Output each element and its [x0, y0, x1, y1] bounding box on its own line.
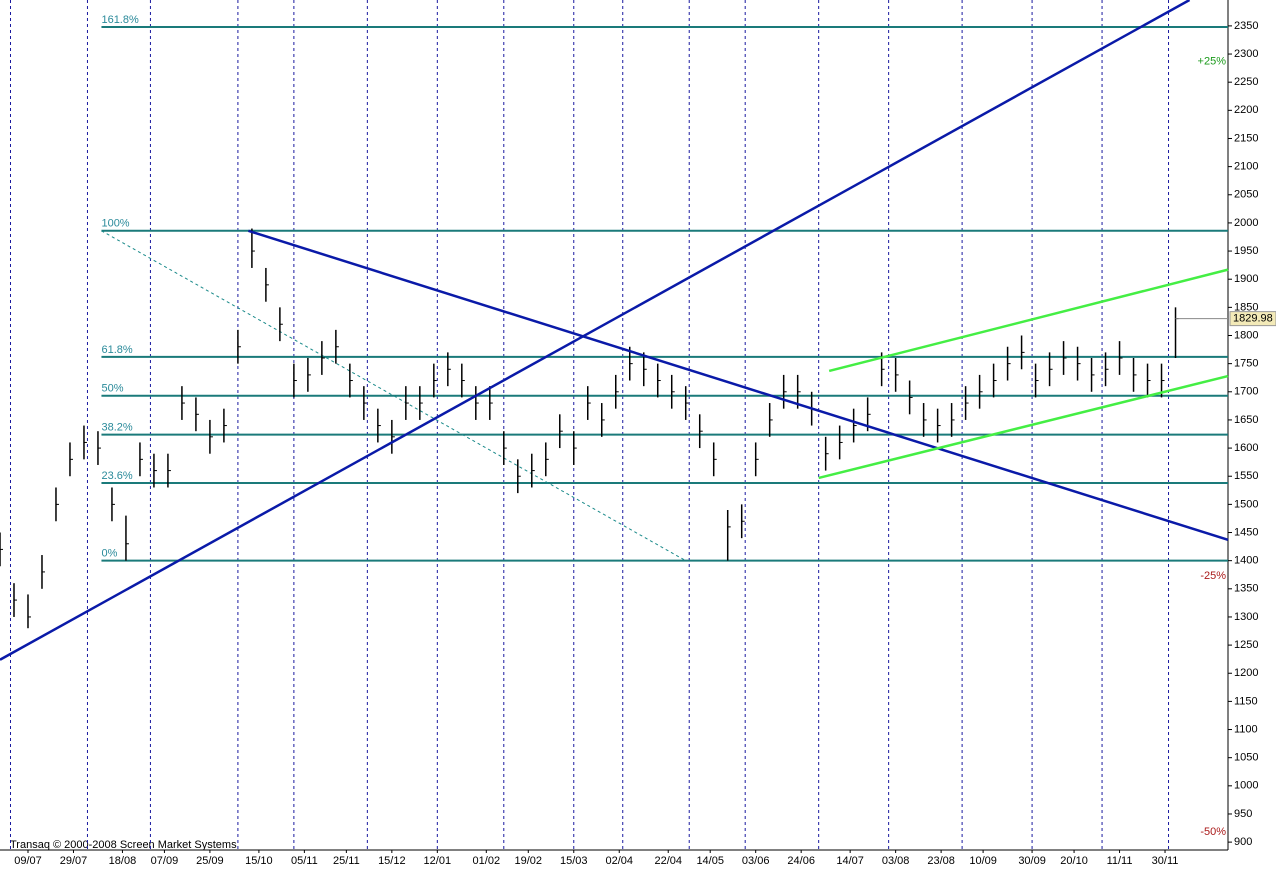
percent-marker: -25% [1200, 570, 1226, 582]
y-tick-label: 1550 [1234, 470, 1258, 482]
y-tick-label: 1200 [1234, 667, 1258, 679]
trendline [248, 229, 1229, 542]
y-tick-label: 2300 [1234, 48, 1258, 60]
x-tick-label: 07/09 [151, 855, 179, 867]
y-tick-label: 1250 [1234, 639, 1258, 651]
x-tick-label: 03/08 [882, 855, 910, 867]
y-tick-label: 1100 [1234, 723, 1258, 735]
x-tick-label: 10/09 [969, 855, 997, 867]
x-tick-label: 30/09 [1018, 855, 1046, 867]
x-tick-label: 29/07 [60, 855, 88, 867]
y-tick-label: 2250 [1234, 76, 1258, 88]
y-tick-label: 1900 [1234, 273, 1258, 285]
x-tick-label: 05/11 [291, 855, 318, 867]
x-tick-label: 22/04 [654, 855, 682, 867]
y-tick-label: 2050 [1234, 189, 1258, 201]
x-tick-label: 25/11 [333, 855, 360, 867]
x-tick-label: 25/09 [196, 855, 224, 867]
percent-marker: +25% [1198, 55, 1227, 67]
fib-diagonal [101, 230, 686, 562]
fib-label: 23.6% [101, 470, 132, 482]
y-tick-label: 1400 [1234, 555, 1258, 567]
y-tick-label: 2200 [1234, 104, 1258, 116]
x-tick-label: 11/11 [1107, 855, 1133, 867]
fib-label: 161.8% [101, 14, 139, 26]
y-tick-label: 1150 [1234, 695, 1258, 707]
fib-label: 38.2% [101, 421, 132, 433]
x-tick-label: 15/03 [560, 855, 588, 867]
fib-label: 0% [101, 548, 117, 560]
x-tick-label: 15/10 [245, 855, 273, 867]
y-tick-label: 950 [1234, 808, 1252, 820]
y-tick-label: 1750 [1234, 358, 1258, 370]
y-tick-label: 900 [1234, 836, 1252, 848]
y-tick-label: 1800 [1234, 329, 1258, 341]
trendline [828, 268, 1229, 373]
y-tick-label: 1500 [1234, 498, 1258, 510]
x-tick-label: 30/11 [1152, 855, 1179, 867]
fib-label: 61.8% [101, 344, 132, 356]
x-tick-label: 14/05 [696, 855, 724, 867]
y-tick-label: 1350 [1234, 583, 1258, 595]
y-tick-label: 2100 [1234, 161, 1258, 173]
x-tick-label: 23/08 [927, 855, 955, 867]
y-tick-label: 1950 [1234, 245, 1258, 257]
y-tick-label: 1000 [1234, 780, 1258, 792]
y-tick-label: 1700 [1234, 386, 1258, 398]
x-tick-label: 19/02 [515, 855, 543, 867]
fib-label: 100% [101, 218, 129, 230]
x-tick-label: 09/07 [14, 855, 42, 867]
fib-label: 50% [101, 383, 123, 395]
last-price-label: 1829.98 [1233, 313, 1273, 325]
x-tick-label: 18/08 [109, 855, 137, 867]
copyright: Transaq © 2000-2008 Screen Market System… [10, 839, 237, 851]
y-tick-label: 1050 [1234, 752, 1258, 764]
y-tick-label: 1300 [1234, 611, 1258, 623]
y-tick-label: 2350 [1234, 20, 1258, 32]
y-tick-label: 1450 [1234, 526, 1258, 538]
x-tick-label: 01/02 [473, 855, 501, 867]
y-tick-label: 2000 [1234, 217, 1258, 229]
y-tick-label: 1850 [1234, 301, 1258, 313]
y-tick-label: 1650 [1234, 414, 1258, 426]
percent-marker: -50% [1200, 826, 1226, 838]
x-tick-label: 14/07 [836, 855, 864, 867]
x-tick-label: 15/12 [378, 855, 406, 867]
x-tick-label: 12/01 [424, 855, 452, 867]
trendline [0, 0, 1191, 661]
x-tick-label: 20/10 [1060, 855, 1088, 867]
x-tick-label: 03/06 [742, 855, 770, 867]
y-tick-label: 1600 [1234, 442, 1258, 454]
last-price-box [1229, 311, 1276, 327]
y-tick-label: 2150 [1234, 132, 1258, 144]
x-tick-label: 02/04 [605, 855, 633, 867]
x-tick-label: 24/06 [787, 855, 815, 867]
trendline [818, 374, 1229, 480]
